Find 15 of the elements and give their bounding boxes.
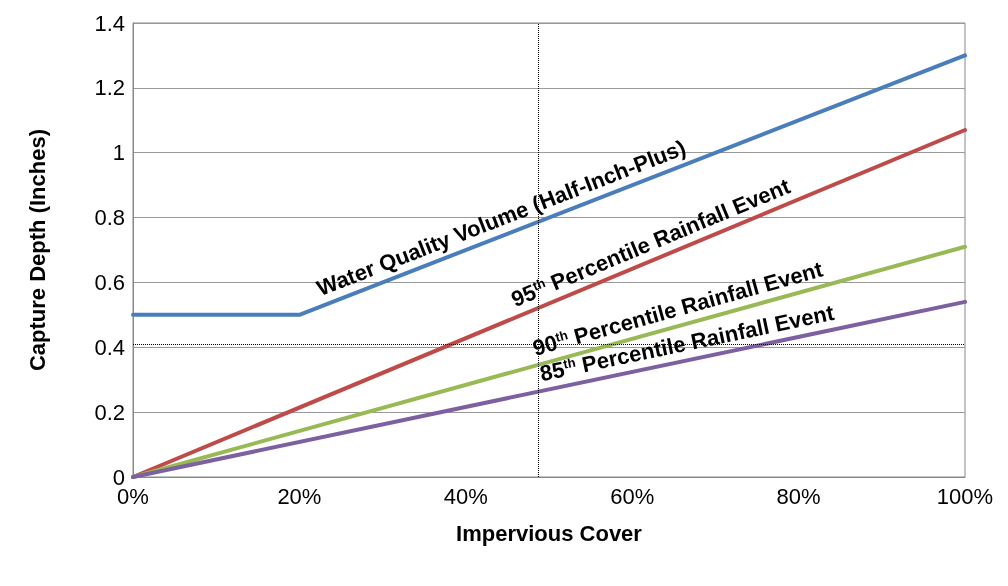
y-tick-label: 1.2 — [94, 75, 125, 101]
x-tick-label: 100% — [936, 483, 994, 509]
y-tick-label: 1 — [112, 140, 125, 166]
y-tick-label: 0.8 — [94, 205, 125, 231]
x-tick-label: 20% — [277, 483, 322, 509]
x-tick-label: 60% — [610, 483, 655, 509]
y-axis-title: Capture Depth (Inches) — [24, 128, 50, 372]
x-tick-label: 40% — [443, 483, 488, 509]
y-tick-label: 0.2 — [94, 399, 125, 425]
y-tick-label: 0 — [112, 464, 125, 490]
y-tick-label: 1.4 — [94, 10, 125, 36]
x-axis-title: Impervious Cover — [456, 520, 643, 546]
y-tick-label: 0.4 — [94, 334, 125, 360]
y-tick-label: 0.6 — [94, 269, 125, 295]
x-tick-label: 80% — [776, 483, 821, 509]
